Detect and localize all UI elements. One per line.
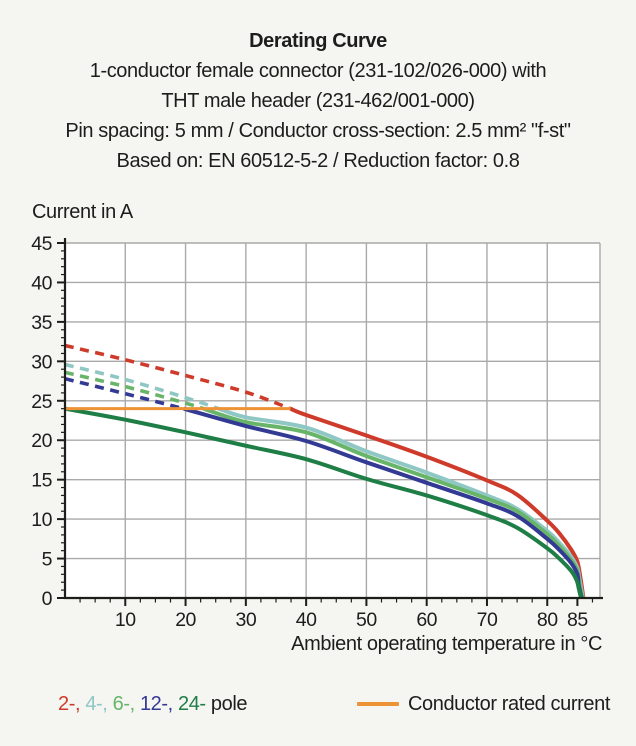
y-axis-title: Current in A	[32, 201, 133, 223]
x-axis-title: Ambient operating temperature in °C	[291, 633, 602, 655]
y-tick-label: 40	[31, 272, 52, 294]
legend-pole-2: 2-,	[58, 692, 81, 715]
y-tick-label: 10	[31, 509, 52, 531]
legend-pole-6: 6-,	[112, 692, 136, 715]
legend-rated-current: Conductor rated current	[356, 692, 610, 716]
curve-4-pole-dashed	[64, 362, 220, 411]
plot-area	[65, 243, 600, 598]
subtitle-line-2: THT male header (231-462/001-000)	[161, 90, 475, 112]
curve-12-pole-dashed	[64, 376, 185, 411]
x-tick-label: 60	[416, 609, 437, 631]
curve-24-pole	[64, 406, 583, 599]
legend-pole-4: 4-,	[85, 692, 108, 715]
y-tick-label: 30	[31, 351, 52, 373]
curve-2-pole-dashed	[64, 343, 292, 411]
legend-pole-24: 24-	[177, 692, 206, 715]
x-tick-label: 20	[175, 609, 196, 631]
subtitle-line-3: Pin spacing: 5 mm / Conductor cross-sect…	[65, 120, 571, 142]
x-tick-label: 10	[115, 609, 136, 631]
y-tick-label: 15	[31, 470, 52, 492]
y-tick-label: 5	[42, 549, 53, 571]
y-tick-label: 20	[31, 430, 52, 452]
subtitle-line-4: Based on: EN 60512-5-2 / Reduction facto…	[116, 150, 520, 172]
legend-pole-12: 12-,	[139, 692, 173, 715]
x-tick-label: 85	[567, 609, 588, 631]
conductor-rated-current-label: Conductor rated current	[407, 692, 610, 715]
title-block: Derating Curve 1-conductor female connec…	[0, 26, 636, 176]
y-tick-label: 0	[42, 588, 53, 610]
x-tick-label: 80	[537, 609, 558, 631]
curve-2-pole	[289, 406, 586, 599]
x-tick-label: 70	[477, 609, 498, 631]
curve-12-pole	[183, 406, 584, 599]
x-tick-label: 30	[235, 609, 256, 631]
legend-pole-word: pole	[210, 692, 248, 715]
y-tick-label: 25	[31, 391, 52, 413]
conductor-rated-current-line-swatch	[356, 702, 399, 706]
subtitle-line-1: 1-conductor female connector (231-102/02…	[89, 60, 547, 82]
legend: 2-, 4-, 6-, 12-, 24- pole Conductor rate…	[58, 690, 610, 718]
x-tick-label: 40	[296, 609, 317, 631]
y-tick-label: 35	[31, 312, 52, 334]
curve-6-pole-dashed	[64, 370, 205, 411]
legend-pole-list: 2-, 4-, 6-, 12-, 24- pole	[58, 693, 247, 716]
x-tick-label: 50	[356, 609, 377, 631]
y-tick-label: 45	[31, 233, 52, 255]
chart-title: Derating Curve	[249, 30, 387, 52]
